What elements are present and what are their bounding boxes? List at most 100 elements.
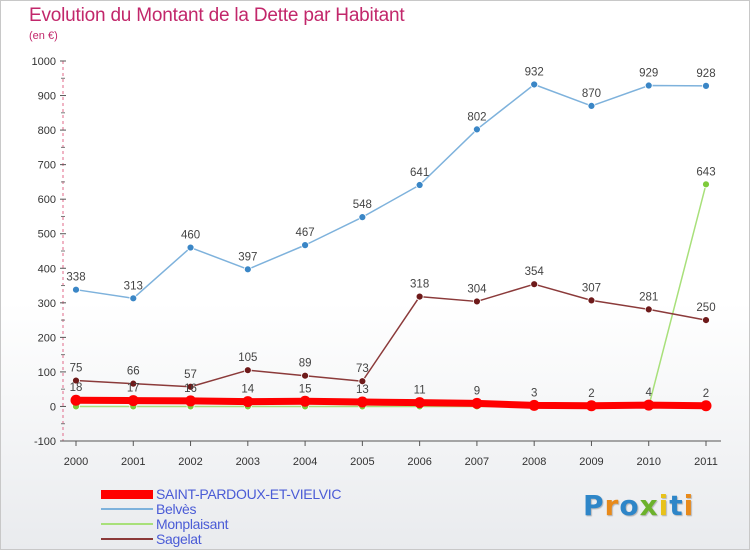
- data-label: 460: [181, 230, 200, 242]
- data-point: [129, 294, 138, 303]
- data-label: 9: [474, 385, 480, 397]
- data-label: 313: [124, 280, 143, 292]
- y-tick-label: 200: [38, 332, 56, 344]
- data-point: [471, 397, 483, 409]
- data-point: [129, 379, 138, 388]
- data-label: 318: [410, 279, 429, 291]
- data-point: [301, 241, 309, 250]
- data-label: 75: [70, 363, 83, 375]
- data-point: [301, 371, 309, 380]
- data-label: 4: [646, 387, 653, 399]
- y-tick-label: -100: [34, 436, 56, 448]
- legend-swatch: [101, 538, 153, 540]
- data-label: 802: [467, 111, 486, 123]
- data-point: [528, 399, 540, 411]
- legend-label: SAINT-PARDOUX-ET-VIELVIC: [156, 486, 342, 502]
- series-line-sagelat: [75, 283, 707, 388]
- x-tick-label: 2009: [579, 456, 603, 468]
- legend-swatch: [101, 489, 153, 499]
- series-line-saint-pardoux-et-vielvic: [75, 396, 707, 410]
- data-point: [415, 181, 424, 189]
- x-tick-label: 2006: [407, 456, 431, 468]
- data-label: 18: [70, 382, 83, 394]
- y-tick-label: 600: [38, 194, 56, 206]
- logo-letter: x: [639, 489, 659, 522]
- logo-letter: P: [583, 489, 605, 522]
- logo-letter: i: [658, 489, 670, 522]
- data-label: 932: [525, 66, 544, 78]
- data-point: [585, 400, 597, 412]
- y-tick-label: 0: [50, 401, 56, 413]
- data-point: [358, 213, 367, 222]
- data-point: [644, 305, 653, 314]
- data-point: [242, 396, 254, 408]
- data-point: [356, 396, 368, 408]
- data-point: [243, 265, 252, 274]
- x-tick-label: 2010: [636, 456, 660, 468]
- data-point: [186, 382, 195, 391]
- series-line-monplaisant: [76, 184, 707, 408]
- data-label: 13: [356, 384, 369, 396]
- data-label: 929: [639, 68, 658, 80]
- chart-subtitle: (en €): [29, 30, 58, 42]
- data-point: [473, 297, 481, 306]
- y-tick-label: 700: [38, 160, 56, 172]
- data-point: [702, 81, 710, 90]
- data-label: 89: [299, 358, 312, 370]
- x-tick-label: 2000: [64, 456, 88, 468]
- data-point: [702, 316, 710, 324]
- data-label: 338: [66, 272, 85, 284]
- data-point: [643, 399, 655, 411]
- data-label: 870: [582, 88, 601, 100]
- x-tick-label: 2003: [236, 456, 260, 468]
- data-label: 66: [127, 366, 140, 378]
- data-point: [299, 395, 311, 407]
- legend-swatch: [101, 508, 153, 510]
- data-label: 16: [184, 383, 197, 395]
- data-label: 105: [238, 352, 257, 364]
- x-tick-label: 2002: [178, 456, 202, 468]
- data-point: [644, 81, 653, 90]
- data-label: 281: [639, 291, 658, 303]
- y-tick-label: 1000: [32, 56, 56, 68]
- data-label: 57: [184, 369, 197, 381]
- data-point: [72, 285, 80, 294]
- data-label: 14: [241, 384, 254, 396]
- data-point: [530, 280, 539, 289]
- proxiti-logo: Proxiti: [583, 489, 694, 522]
- data-point: [358, 377, 367, 386]
- data-label: 250: [696, 302, 715, 314]
- data-point: [127, 395, 139, 407]
- data-point: [700, 400, 712, 412]
- y-tick-label: 400: [38, 263, 56, 275]
- y-tick-label: 800: [38, 125, 56, 137]
- x-tick-label: 2001: [121, 456, 145, 468]
- series-line-belv-s: [75, 83, 707, 300]
- data-label: 2: [703, 388, 709, 400]
- logo-letter: i: [683, 489, 695, 522]
- data-label: 643: [696, 166, 715, 178]
- data-label: 73: [356, 363, 369, 375]
- data-point: [587, 102, 596, 110]
- data-label: 548: [353, 199, 372, 211]
- data-label: 641: [410, 167, 429, 179]
- data-label: 307: [582, 282, 601, 294]
- logo-letter: t: [669, 489, 684, 522]
- x-tick-label: 2011: [694, 456, 718, 468]
- data-point: [243, 366, 252, 375]
- legend-label: Sagelat: [156, 531, 202, 547]
- data-point: [186, 243, 195, 252]
- x-tick-label: 2005: [350, 456, 374, 468]
- data-point: [530, 80, 539, 89]
- data-point: [702, 180, 710, 189]
- data-label: 928: [696, 68, 715, 80]
- x-tick-label: 2004: [293, 456, 317, 468]
- data-label: 304: [467, 283, 487, 295]
- data-label: 2: [588, 388, 594, 400]
- data-point: [72, 376, 80, 385]
- y-tick-label: 100: [38, 367, 56, 379]
- y-tick-label: 300: [38, 298, 56, 310]
- logo-letter: r: [604, 489, 620, 522]
- data-label: 17: [127, 383, 140, 395]
